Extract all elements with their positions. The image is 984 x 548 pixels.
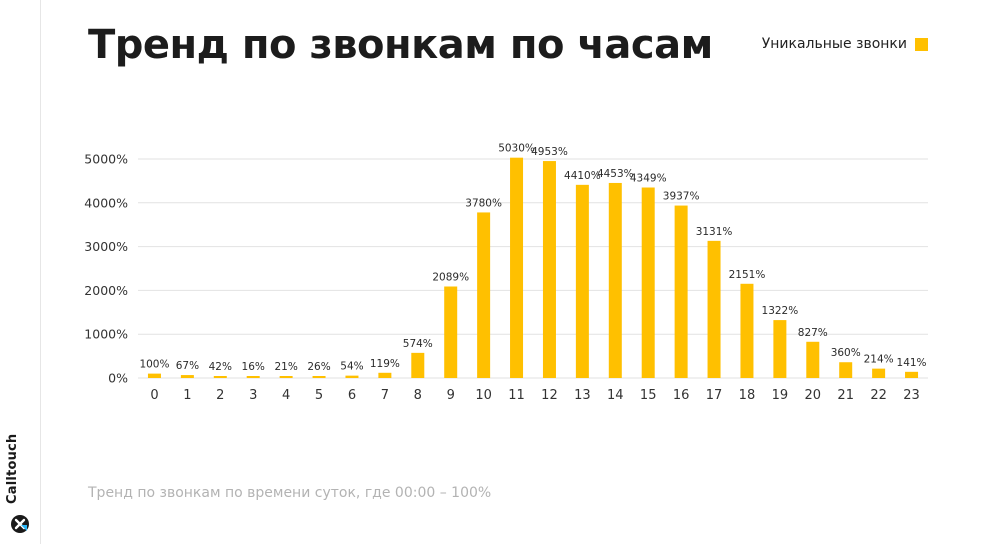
x-tick-label: 5 <box>315 388 323 403</box>
data-label: 5030% <box>498 143 535 155</box>
bar <box>147 373 161 378</box>
data-label: 3131% <box>696 226 733 238</box>
bar <box>213 376 227 378</box>
x-tick-label: 22 <box>870 388 887 403</box>
bar <box>740 283 754 378</box>
brand: Calltouch <box>5 414 34 534</box>
y-tick-label: 0% <box>108 371 128 386</box>
x-tick-label: 10 <box>475 388 492 403</box>
x-tick-label: 15 <box>640 388 657 403</box>
bar <box>510 157 524 378</box>
x-tick-label: 2 <box>216 388 224 403</box>
data-label: 2151% <box>729 269 766 281</box>
x-tick-label: 0 <box>150 388 158 403</box>
legend-label: Уникальные звонки <box>761 36 907 52</box>
x-tick-label: 21 <box>837 388 854 403</box>
y-tick-label: 2000% <box>84 283 128 298</box>
data-label: 4410% <box>564 170 601 182</box>
bar <box>411 352 425 378</box>
bar <box>378 372 392 378</box>
x-tick-label: 18 <box>739 388 756 403</box>
data-label: 16% <box>242 361 265 373</box>
x-tick-label: 23 <box>903 388 920 403</box>
data-label: 100% <box>139 359 169 371</box>
bar <box>674 205 688 378</box>
x-tick-label: 9 <box>447 388 455 403</box>
bar <box>872 368 886 378</box>
y-tick-label: 5000% <box>84 152 128 167</box>
data-label: 4453% <box>597 168 634 180</box>
data-label: 2089% <box>432 272 469 284</box>
data-label: 4953% <box>531 146 568 158</box>
x-tick-label: 4 <box>282 388 290 403</box>
data-label: 67% <box>176 360 199 372</box>
bar <box>542 161 556 378</box>
footnote: Тренд по звонкам по времени суток, где 0… <box>88 485 492 501</box>
bar <box>608 182 622 378</box>
data-label: 574% <box>403 338 433 350</box>
x-tick-label: 8 <box>414 388 422 403</box>
bar <box>345 375 359 378</box>
data-label: 54% <box>340 361 363 373</box>
data-label: 119% <box>370 358 400 370</box>
x-tick-label: 14 <box>607 388 624 403</box>
data-label: 26% <box>307 361 330 373</box>
bar <box>312 376 326 378</box>
bar <box>905 371 919 378</box>
data-label: 1322% <box>762 305 799 317</box>
data-label: 3780% <box>465 197 502 209</box>
calltouch-logo-icon <box>11 515 29 533</box>
data-label: 3937% <box>663 191 700 203</box>
y-tick-label: 3000% <box>84 239 128 254</box>
bar <box>806 341 820 378</box>
bar <box>707 240 721 378</box>
legend-swatch <box>915 37 928 51</box>
bar <box>246 376 260 378</box>
x-tick-label: 1 <box>183 388 191 403</box>
y-tick-label: 4000% <box>84 195 128 210</box>
x-tick-label: 17 <box>706 388 723 403</box>
x-tick-label: 11 <box>508 388 525 403</box>
x-tick-label: 3 <box>249 388 257 403</box>
data-label: 214% <box>864 354 894 366</box>
bar <box>477 212 491 378</box>
data-label: 141% <box>897 357 927 369</box>
x-tick-label: 19 <box>772 388 789 403</box>
bar <box>444 286 458 378</box>
data-label: 42% <box>209 361 232 373</box>
data-label: 21% <box>274 361 297 373</box>
x-tick-label: 20 <box>805 388 822 403</box>
x-tick-label: 16 <box>673 388 690 403</box>
data-label: 360% <box>831 347 861 359</box>
page-title: Тренд по звонкам по часам <box>88 22 713 68</box>
bar <box>773 320 787 378</box>
sidebar: Calltouch <box>0 0 41 544</box>
y-tick-label: 1000% <box>84 327 128 342</box>
bar <box>839 362 853 378</box>
bar <box>575 184 589 378</box>
x-tick-label: 7 <box>381 388 389 403</box>
x-tick-label: 6 <box>348 388 356 403</box>
data-label: 4349% <box>630 173 667 185</box>
x-tick-label: 13 <box>574 388 591 403</box>
data-label: 827% <box>798 327 828 339</box>
chart-legend: Уникальные звонки <box>762 36 928 52</box>
bar <box>180 375 194 378</box>
bar <box>279 376 293 378</box>
x-tick-label: 12 <box>541 388 558 403</box>
bar <box>641 187 655 378</box>
